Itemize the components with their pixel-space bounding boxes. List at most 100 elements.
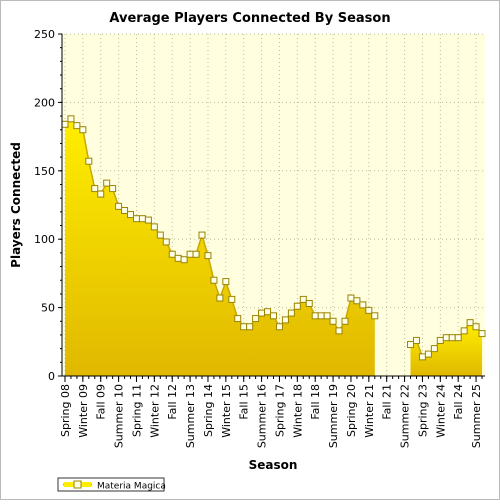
data-point — [198, 231, 206, 239]
data-point — [275, 323, 283, 331]
data-point — [127, 211, 135, 219]
x-tick-label: Fall 12 — [166, 384, 179, 420]
data-point — [424, 350, 432, 358]
y-tick-label: 50 — [41, 302, 55, 315]
data-point — [204, 252, 212, 260]
data-point — [121, 206, 129, 214]
data-point — [210, 276, 218, 284]
x-tick-label: Winter 21 — [363, 384, 376, 438]
x-tick-label: Spring 08 — [59, 384, 72, 437]
data-point — [138, 215, 146, 223]
data-point — [436, 336, 444, 344]
data-point — [359, 301, 367, 309]
data-point — [150, 223, 158, 231]
x-tick-label: Summer 10 — [113, 384, 126, 448]
y-tick-label: 250 — [34, 28, 55, 41]
data-point — [454, 334, 462, 342]
data-point — [305, 299, 313, 307]
x-tick-label: Summer 13 — [184, 384, 197, 448]
data-point — [371, 312, 379, 320]
x-tick-label: Fall 09 — [95, 384, 108, 420]
data-point — [281, 316, 289, 324]
data-point — [311, 312, 319, 320]
chart-title: Average Players Connected By Season — [109, 11, 390, 26]
data-point — [234, 315, 242, 323]
series-points-layer — [61, 115, 486, 361]
data-point — [258, 309, 266, 317]
data-point — [317, 312, 325, 320]
data-point — [293, 302, 301, 310]
x-tick-label: Winter 24 — [434, 384, 447, 438]
data-point — [264, 308, 272, 316]
x-tick-label: Winter 12 — [148, 384, 161, 438]
data-point — [85, 157, 93, 165]
data-point — [299, 295, 307, 303]
y-tick-label: 200 — [34, 96, 55, 109]
data-point — [222, 278, 230, 286]
y-axis-ticks: 0 50 100 150 200 250 — [34, 28, 62, 383]
data-point — [180, 256, 188, 264]
data-point — [73, 122, 81, 130]
x-tick-label: Summer 16 — [256, 384, 269, 448]
data-point — [115, 202, 123, 210]
x-tick-label: Fall 15 — [238, 384, 251, 420]
data-point — [353, 297, 361, 305]
x-tick-label: Spring 11 — [130, 384, 143, 437]
data-point — [97, 190, 105, 198]
series-area — [65, 118, 375, 377]
x-tick-label: Spring 20 — [345, 384, 358, 437]
data-point — [323, 312, 331, 320]
data-point — [228, 295, 236, 303]
data-point — [174, 254, 182, 262]
data-point — [270, 312, 277, 320]
data-point — [216, 294, 224, 302]
x-tick-label: Summer 19 — [327, 384, 340, 448]
data-point — [156, 231, 164, 239]
data-point — [341, 317, 349, 325]
data-point — [287, 309, 295, 317]
x-tick-label: Winter 09 — [77, 384, 90, 438]
legend: Materia Magica — [57, 477, 166, 492]
data-point — [329, 317, 337, 325]
data-point — [418, 353, 426, 361]
data-point — [246, 323, 254, 331]
x-axis-ticks: Spring 08 Winter 09 Fall 09 Summer 10 Spring… — [59, 376, 483, 448]
data-point — [240, 323, 248, 331]
data-point — [466, 319, 474, 327]
data-point — [365, 306, 373, 314]
x-tick-label: Fall 24 — [452, 384, 465, 420]
data-point — [61, 120, 69, 128]
x-tick-label: Winter 15 — [220, 384, 233, 438]
y-tick-label: 100 — [34, 233, 55, 246]
legend-box — [57, 477, 165, 492]
x-tick-label: Spring 23 — [416, 384, 429, 437]
data-point — [79, 126, 87, 134]
y-tick-label: 150 — [34, 165, 55, 178]
data-point — [448, 334, 456, 342]
data-point — [144, 216, 152, 224]
data-point — [347, 294, 355, 302]
data-point — [252, 315, 260, 323]
data-point — [472, 323, 480, 331]
x-tick-label: Summer 22 — [399, 384, 412, 448]
x-tick-label: Fall 18 — [309, 384, 322, 420]
data-point — [67, 115, 75, 123]
data-point — [91, 185, 99, 193]
data-point — [168, 250, 176, 258]
data-point — [132, 215, 140, 223]
data-point — [460, 327, 468, 335]
data-point — [109, 185, 117, 193]
data-point — [412, 336, 420, 344]
x-tick-label: Spring 17 — [273, 384, 286, 437]
x-tick-label: Summer 25 — [470, 384, 483, 448]
data-point — [442, 334, 450, 342]
data-point — [162, 238, 170, 246]
y-tick-label: 0 — [48, 370, 55, 383]
legend-label: Materia Magica — [97, 482, 166, 492]
data-point — [430, 345, 438, 353]
data-point — [192, 250, 200, 258]
x-tick-label: Fall 21 — [381, 384, 394, 420]
data-point — [335, 327, 343, 335]
